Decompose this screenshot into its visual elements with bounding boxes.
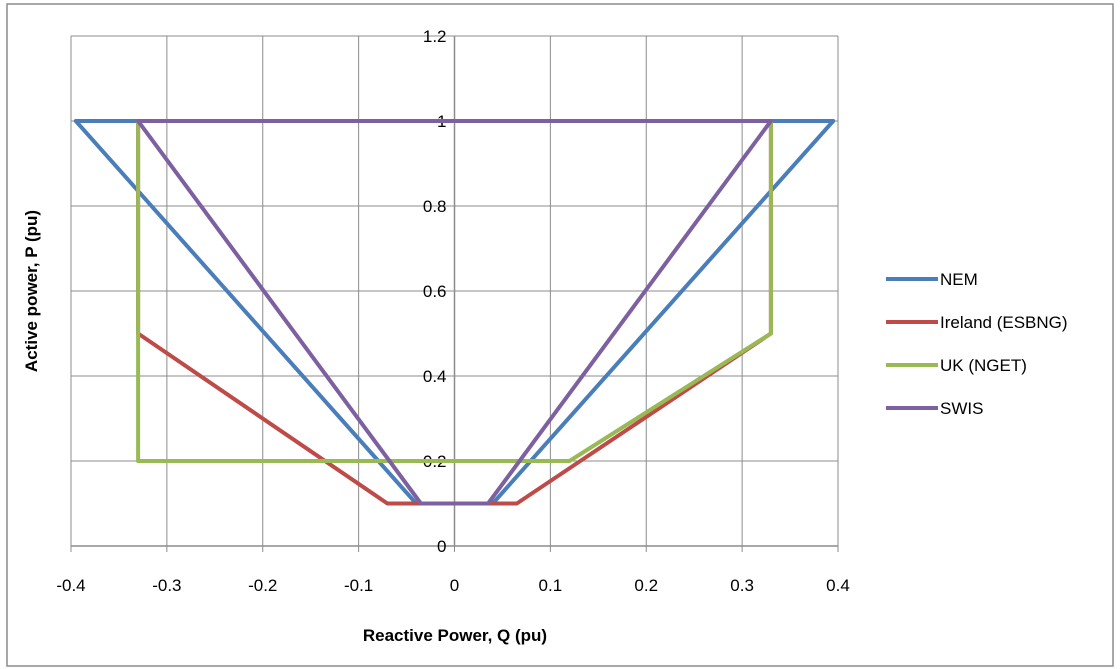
y-tick-label: 0.6 — [423, 282, 447, 301]
legend-label: NEM — [940, 270, 978, 289]
x-tick-label: -0.4 — [56, 576, 85, 595]
legend: NEM Ireland (ESBNG) UK (NGET) SWIS — [886, 270, 1068, 418]
x-tick-label: -0.3 — [152, 576, 181, 595]
legend-label: Ireland (ESBNG) — [940, 313, 1068, 332]
x-tick-label: 0.1 — [539, 576, 563, 595]
chart-border — [6, 3, 1114, 667]
x-tick-label: 0.2 — [634, 576, 658, 595]
series-line-3 — [136, 119, 773, 506]
y-axis-title: Active power, P (pu) — [22, 210, 41, 372]
series-lines — [73, 119, 836, 506]
y-tick-label: 1.2 — [423, 27, 447, 46]
x-tick-label: 0 — [450, 576, 459, 595]
series-line-2 — [136, 119, 773, 463]
legend-label: UK (NGET) — [940, 356, 1027, 375]
x-tick-label: 0.3 — [730, 576, 754, 595]
y-tick-label: 0.8 — [423, 197, 447, 216]
x-tick-label: -0.1 — [344, 576, 373, 595]
y-tick-label: 0 — [437, 537, 446, 556]
tick-labels: -0.4 -0.3 -0.2 -0.1 0 0.1 0.2 0.3 0.400.20.40.60… — [56, 27, 849, 595]
x-axis-title: Reactive Power, Q (pu) — [363, 626, 547, 645]
y-tick-label: 0.4 — [423, 367, 447, 386]
x-tick-label: 0.4 — [826, 576, 850, 595]
legend-label: SWIS — [940, 399, 983, 418]
x-tick-label: -0.2 — [248, 576, 277, 595]
